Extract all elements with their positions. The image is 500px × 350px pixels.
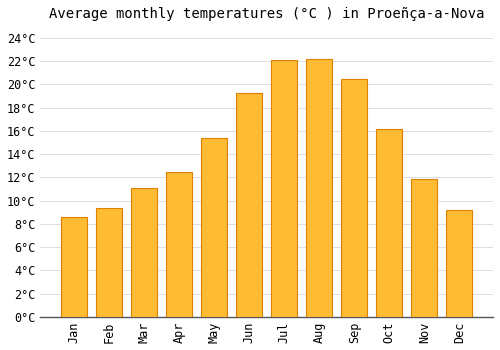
Bar	[306, 59, 332, 317]
Bar	[341, 79, 367, 317]
Bar	[96, 208, 122, 317]
Bar	[201, 138, 228, 317]
Bar	[376, 128, 402, 317]
Bar	[166, 172, 192, 317]
Bar	[446, 210, 472, 317]
Bar	[411, 178, 438, 317]
Title: Average monthly temperatures (°C ) in Proeñça-a-Nova: Average monthly temperatures (°C ) in Pr…	[49, 7, 484, 21]
Bar	[236, 92, 262, 317]
Bar	[131, 188, 157, 317]
Bar	[271, 60, 297, 317]
Bar	[61, 217, 87, 317]
